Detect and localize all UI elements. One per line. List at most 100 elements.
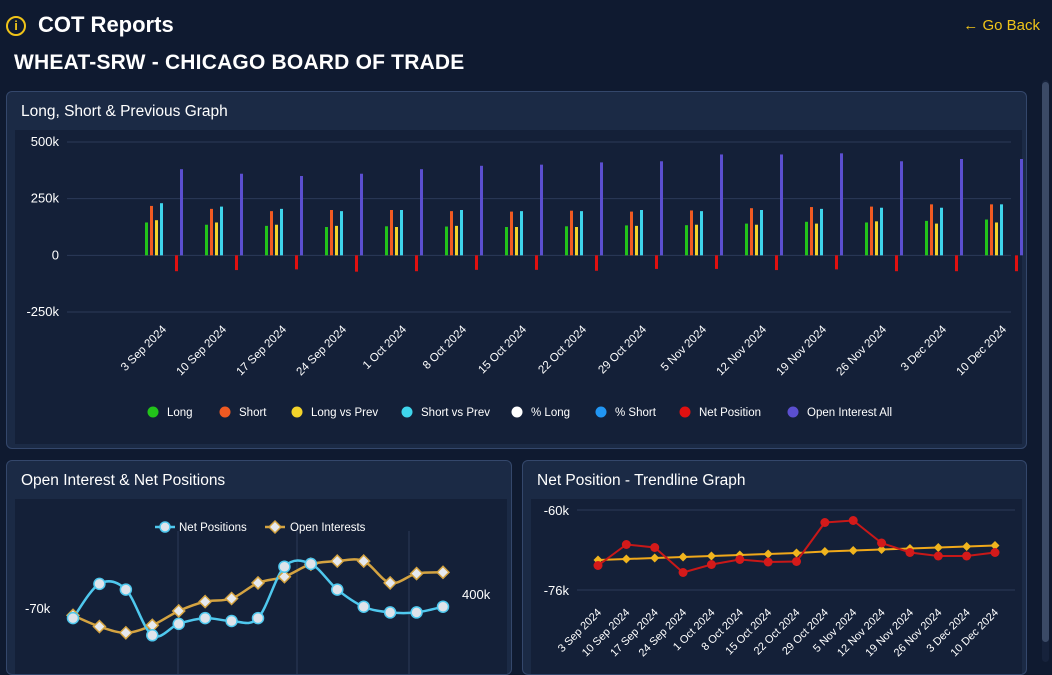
bar-long-vs-prev [455, 225, 458, 256]
legend-item-long: Long [147, 406, 193, 419]
bar-short [390, 210, 393, 256]
legend-dot [401, 406, 413, 418]
info-circle-icon[interactable]: i [6, 16, 26, 36]
x-tick-label: 10 Dec 2024 [955, 323, 1010, 378]
point-open-interests [171, 603, 186, 619]
bar-open-interest-all [300, 176, 303, 256]
point-open-interests [435, 565, 451, 580]
x-tick-label: 3 Dec 2024 [899, 323, 950, 374]
go-back-link[interactable]: ← Go Back [963, 17, 1040, 34]
card-title: Net Position - Trendline Graph [537, 472, 746, 489]
bar-short [870, 206, 873, 256]
bar-short [210, 208, 213, 256]
bar-short-vs-prev [220, 206, 223, 256]
bar-short [510, 211, 513, 256]
y-tick-label: -250k [26, 304, 59, 319]
bar-long-vs-prev [635, 225, 638, 256]
bar-open-interest-all [900, 161, 903, 256]
bar-open-interest-all [1020, 159, 1023, 256]
legend-item-net-position: Net Position [679, 406, 761, 419]
legend-marker [267, 519, 283, 535]
bar-long [925, 220, 928, 256]
x-tick-label: 15 Oct 2024 [476, 323, 529, 376]
bar-long-vs-prev [935, 223, 938, 256]
legend-dot [147, 406, 159, 418]
bar-net-position [655, 255, 658, 269]
point-trendline [990, 541, 1000, 550]
app-title: COT Reports [38, 12, 174, 37]
legend-label: Long [167, 407, 193, 419]
bar-long [745, 223, 748, 256]
bar-short [930, 204, 933, 256]
bar-short-vs-prev [280, 208, 283, 256]
long-short-previous-chart: 500k 250k 0 -250k 3 Sep 2024 10 Sep 2024 17 Se… [26, 134, 1023, 419]
legend-dot [511, 406, 523, 418]
legend-label: % Short [615, 407, 657, 419]
bar-open-interest-all [840, 153, 843, 256]
bar-short [750, 208, 753, 256]
legend-item-short: Short [219, 406, 267, 419]
bar-short-vs-prev [880, 207, 883, 256]
point-net-position [593, 561, 603, 570]
scrollbar-thumb[interactable] [1042, 82, 1049, 642]
bar-long [685, 225, 688, 256]
bar-short-vs-prev [940, 207, 943, 256]
bar-short-vs-prev [340, 211, 343, 256]
point-open-interests [250, 575, 266, 590]
point-net-positions [331, 583, 344, 596]
x-tick-label: 26 Nov 2024 [835, 323, 890, 378]
x-tick-label: 19 Nov 2024 [775, 323, 830, 378]
point-net-position [990, 548, 1000, 557]
bar-long [865, 222, 868, 256]
bar-short-vs-prev [580, 211, 583, 256]
long-short-previous-card: Long, Short & Previous Graph 500k 250k 0 -2… [6, 91, 1027, 449]
card-title: Long, Short & Previous Graph [21, 103, 228, 120]
legend-label: Long vs Prev [311, 407, 378, 419]
x-tick-label: 29 Oct 2024 [596, 323, 649, 376]
legend-label: Open Interests [290, 522, 366, 534]
bar-long [625, 225, 628, 256]
bar-long-vs-prev [755, 224, 758, 256]
point-net-position [905, 548, 915, 557]
bar-long [985, 219, 988, 256]
point-net-positions [225, 614, 238, 628]
legend-label: % Long [531, 407, 570, 419]
bar-open-interest-all [480, 165, 483, 256]
bar-long [145, 222, 148, 256]
point-net-positions [119, 583, 133, 596]
bar-long [805, 221, 808, 256]
bar-open-interest-all [360, 173, 363, 256]
bar-long-vs-prev [815, 223, 818, 256]
x-tick-label: 17 Sep 2024 [235, 323, 290, 378]
bar-net-position [715, 255, 718, 269]
point-trendline [678, 552, 688, 562]
point-open-interests [277, 569, 292, 584]
bar-long-vs-prev [395, 227, 398, 256]
bar-net-position [475, 255, 478, 270]
point-net-position [706, 560, 716, 569]
y-tick-label: -76k [544, 583, 570, 598]
bar-net-position [835, 255, 838, 270]
y-tick-label: 500k [31, 134, 60, 149]
point-net-position [678, 568, 688, 577]
point-open-interests [198, 594, 213, 609]
open-interest-net-positions-card: Open Interest & Net Positions -70k 400k Ne… [6, 460, 512, 675]
bar-net-position [415, 255, 418, 272]
point-trendline [848, 546, 858, 555]
point-net-position [621, 540, 631, 549]
bar-net-position [955, 255, 958, 272]
point-net-positions [436, 600, 450, 613]
point-net-position [792, 557, 801, 566]
bar-short-vs-prev [640, 210, 643, 256]
scrollbar[interactable] [1042, 80, 1049, 662]
x-tick-label: 24 Sep 2024 [295, 323, 350, 378]
legend-item-pct-long: % Long [511, 406, 570, 419]
point-open-interests [356, 554, 371, 569]
bar-open-interest-all [540, 164, 543, 256]
bar-long [265, 225, 268, 256]
legend-dot [595, 406, 607, 418]
point-trendline [933, 543, 943, 552]
bar-short [330, 210, 333, 256]
point-trendline [706, 551, 716, 561]
